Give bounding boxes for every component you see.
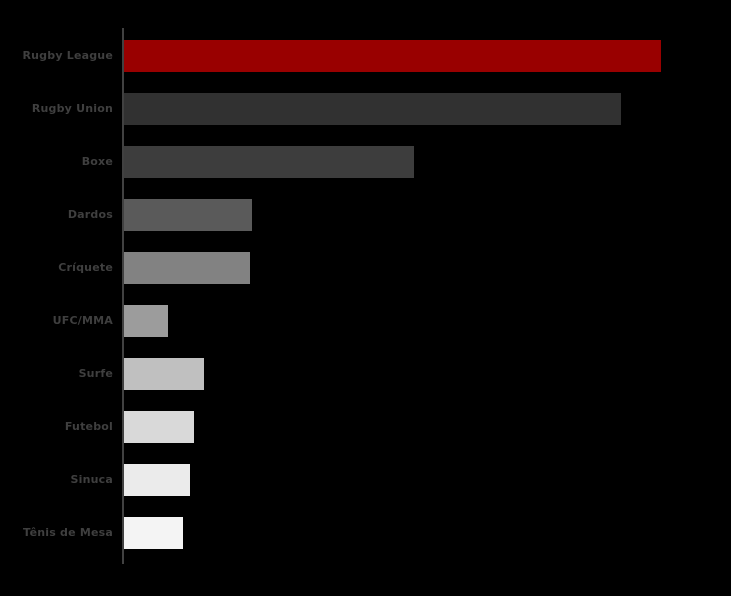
- category-label: Surfe: [78, 367, 113, 380]
- category-label: Tênis de Mesa: [23, 526, 113, 539]
- bar: [124, 199, 252, 231]
- bar: [124, 252, 250, 284]
- bar: [124, 464, 190, 496]
- bar-row: Sinuca: [0, 464, 731, 496]
- category-label: Rugby Union: [31, 102, 113, 115]
- bar-row: Futebol: [0, 411, 731, 443]
- bar-row: Críquete: [0, 252, 731, 284]
- bar: [124, 517, 183, 549]
- y-axis-line: [122, 28, 124, 564]
- bar-row: Tênis de Mesa: [0, 517, 731, 549]
- bar-row: UFC/MMA: [0, 305, 731, 337]
- bar-row: Surfe: [0, 358, 731, 390]
- category-label: UFC/MMA: [52, 314, 113, 327]
- category-label: Futebol: [64, 420, 113, 433]
- bar: [124, 305, 168, 337]
- bar: [124, 93, 621, 125]
- bar-row: Dardos: [0, 199, 731, 231]
- bar-row: Rugby League: [0, 40, 731, 72]
- bar: [124, 411, 194, 443]
- category-label: Sinuca: [70, 473, 113, 486]
- category-label: Críquete: [58, 261, 113, 274]
- bar-row: Rugby Union: [0, 93, 731, 125]
- category-label: Boxe: [81, 155, 113, 168]
- category-label: Rugby League: [22, 49, 113, 62]
- bar: [124, 40, 661, 72]
- bar-row: Boxe: [0, 146, 731, 178]
- bar: [124, 146, 414, 178]
- category-label: Dardos: [67, 208, 113, 221]
- bar: [124, 358, 204, 390]
